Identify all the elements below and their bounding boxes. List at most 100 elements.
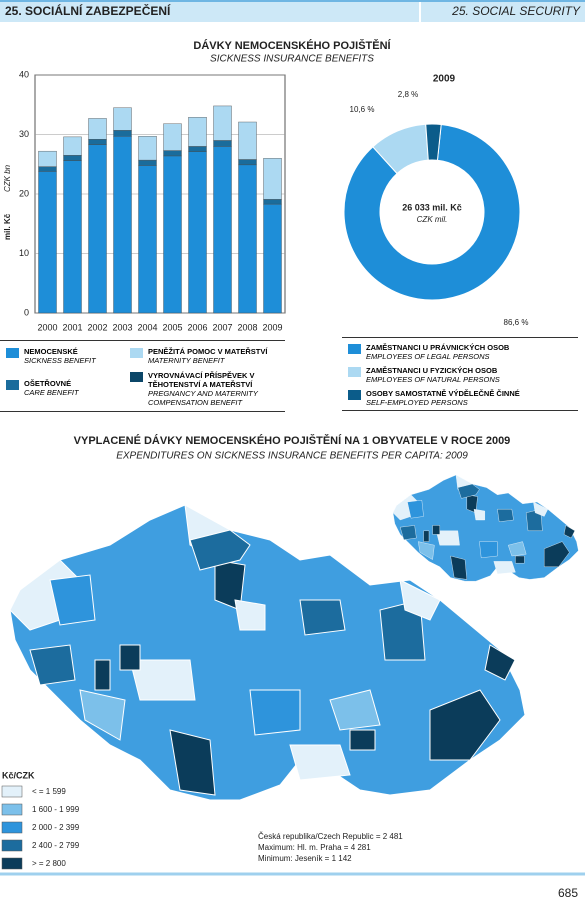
map-legend-label: < = 1 599: [32, 787, 66, 796]
legend-item: ZAMĚSTNANCI U FYZICKÝCH OSOB EMPLOYEES OF…: [348, 366, 574, 384]
bar-segment: [138, 165, 157, 314]
legend-label: OSOBY SAMOSTATNĚ VÝDĚLEČNĚ ČINNÉ: [366, 389, 520, 398]
x-tick-label: 2006: [187, 322, 207, 332]
legend-item: OŠETŘOVNÉ CARE BENEFIT: [6, 379, 124, 397]
bar-legend: NEMOCENSKÉ SICKNESS BENEFIT OŠETŘOVNÉ CARE …: [0, 340, 285, 412]
map-note: Minimum: Jeseník = 1 142: [258, 854, 352, 863]
pie-slice: [343, 123, 521, 301]
bar-segment: [188, 117, 207, 147]
pie-title: 2009: [433, 74, 456, 85]
legend-item: PENĚŽITÁ POMOC V MATEŘSTVÍ MATERNITY BENE…: [130, 347, 280, 365]
x-tick-label: 2000: [37, 322, 57, 332]
bar-segment: [263, 203, 282, 314]
legend-text: ZAMĚSTNANCI U PRÁVNICKÝCH OSOB EMPLOYEES …: [366, 343, 509, 361]
bar-segment: [213, 140, 232, 147]
header-title: 25. SOCIÁLNÍ ZABEZPEČENÍ: [5, 3, 171, 18]
x-tick-label: 2008: [237, 322, 257, 332]
legend-swatch: [130, 372, 143, 382]
pie-legend: ZAMĚSTNANCI U PRÁVNICKÝCH OSOB EMPLOYEES …: [342, 337, 578, 411]
bar-segment: [163, 155, 182, 314]
legend-label: NEMOCENSKÉ: [24, 347, 78, 356]
map-legend-swatch: [1, 821, 23, 834]
map-legend-label: 2 000 - 2 399: [32, 823, 80, 832]
pie-slice: [425, 123, 442, 161]
legend-swatch: [348, 367, 361, 377]
bar-segment: [238, 159, 257, 166]
y-tick-label: 40: [19, 69, 29, 79]
x-tick-label: 2009: [262, 322, 282, 332]
x-tick-label: 2003: [112, 322, 132, 332]
pie-center-label: 26 033 mil. Kč: [402, 202, 462, 212]
bar-segment: [113, 130, 132, 137]
x-tick-label: 2007: [212, 322, 232, 332]
chart-title: DÁVKY NEMOCENSKÉHO POJIŠTĚNÍ: [193, 39, 391, 52]
legend-label: ZAMĚSTNANCI U PRÁVNICKÝCH OSOB: [366, 343, 510, 352]
map-inset-regions: [392, 474, 579, 582]
header-title-en: 25. SOCIAL SECURITY: [451, 4, 581, 18]
bar-segment: [138, 136, 157, 161]
y-tick-label: 20: [19, 188, 29, 198]
map-legend-label: > = 2 800: [32, 859, 66, 868]
legend-item: NEMOCENSKÉ SICKNESS BENEFIT: [6, 347, 124, 365]
legend-label-en: SELF-EMPLOYED PERSONS: [366, 398, 468, 407]
bar-segment: [213, 105, 232, 141]
map-title: VYPLACENÉ DÁVKY NEMOCENSKÉHO POJIŠTĚNÍ N…: [74, 434, 511, 447]
bar-segment: [38, 166, 57, 172]
map-legend-swatch: [1, 857, 23, 870]
legend-label-en: SICKNESS BENEFIT: [24, 356, 96, 365]
pie-value-label: 86,6 %: [504, 318, 529, 327]
chart-subtitle: SICKNESS INSURANCE BENEFITS: [210, 54, 374, 65]
y-tick-label: 0: [24, 307, 29, 317]
legend-item: ZAMĚSTNANCI U PRÁVNICKÝCH OSOB EMPLOYEES …: [348, 343, 574, 361]
legend-swatch: [348, 344, 361, 354]
bar-segment: [238, 121, 257, 160]
legend-swatch: [6, 380, 19, 390]
x-tick-label: 2002: [87, 322, 107, 332]
pie-value-label: 10,6 %: [350, 105, 375, 114]
bar-segment: [38, 150, 57, 167]
legend-item: OSOBY SAMOSTATNĚ VÝDĚLEČNĚ ČINNÉ SELF-EMP…: [348, 389, 574, 407]
legend-text: VYROVNÁVACÍ PŘÍSPĚVEK V TĚHOTENSTVÍ A MA…: [148, 371, 280, 407]
legend-label: VYROVNÁVACÍ PŘÍSPĚVEK V TĚHOTENSTVÍ A MA…: [148, 371, 255, 389]
map-note: Česká republika/Czech Republic = 2 481: [258, 832, 403, 841]
bar-segment: [213, 146, 232, 314]
legend-label-en: MATERNITY BENEFIT: [148, 356, 225, 365]
legend-swatch: [130, 348, 143, 358]
legend-label: PENĚŽITÁ POMOC V MATEŘSTVÍ: [148, 347, 268, 356]
legend-label: ZAMĚSTNANCI U FYZICKÝCH OSOB: [366, 366, 498, 375]
pie-value-label: 2,8 %: [398, 90, 418, 99]
legend-swatch: [6, 348, 19, 358]
map-legend-label: 1 600 - 1 999: [32, 805, 80, 814]
map-note: Maximum: Hl. m. Praha = 4 281: [258, 843, 371, 852]
bar-segment: [113, 136, 132, 314]
bar-segment: [113, 107, 132, 131]
legend-item: VYROVNÁVACÍ PŘÍSPĚVEK V TĚHOTENSTVÍ A MA…: [130, 371, 280, 407]
x-tick-label: 2005: [162, 322, 182, 332]
map-legend-label: 2 400 - 2 799: [32, 841, 80, 850]
bar-segment: [63, 155, 82, 161]
bar-segment: [188, 146, 207, 152]
legend-text: OSOBY SAMOSTATNĚ VÝDĚLEČNĚ ČINNÉ SELF-EMP…: [366, 389, 520, 407]
bar-segment: [163, 150, 182, 157]
bar-segment: [138, 159, 157, 166]
legend-label-en: PREGNANCY AND MATERNITY COMPENSATION BEN…: [148, 389, 258, 407]
map-legend-title: Kč/CZK: [2, 770, 35, 780]
bar-segment: [38, 171, 57, 314]
legend-text: OŠETŘOVNÉ CARE BENEFIT: [24, 379, 79, 397]
bar-segment: [88, 139, 107, 145]
y-axis-label: mil. Kč: [3, 213, 12, 240]
map-legend-swatch: [1, 785, 23, 798]
legend-label-en: EMPLOYEES OF NATURAL PERSONS: [366, 375, 500, 384]
bar-segment: [263, 158, 282, 200]
bar-segment: [238, 164, 257, 314]
bar-segment: [188, 151, 207, 314]
y-axis-label-en: CZK bn: [3, 164, 12, 192]
bar-segment: [263, 199, 282, 205]
pie-center-label-en: CZK mil.: [417, 215, 448, 224]
bar-segment: [63, 136, 82, 156]
legend-text: NEMOCENSKÉ SICKNESS BENEFIT: [24, 347, 96, 365]
legend-label-en: CARE BENEFIT: [24, 388, 79, 397]
y-tick-label: 10: [19, 248, 29, 258]
bar-segment: [88, 144, 107, 314]
